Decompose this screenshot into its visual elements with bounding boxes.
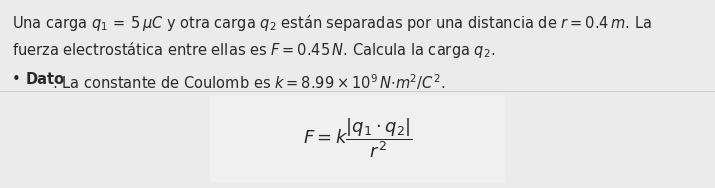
Text: fuerza electrostática entre ellas es $F = 0.45\,N$. Calcula la carga $q_2$.: fuerza electrostática entre ellas es $F … <box>12 40 495 60</box>
FancyBboxPatch shape <box>210 95 505 182</box>
Text: : La constante de Coulomb es $k = 8.99 \times 10^9\,N{\cdot}m^2/C^2$.: : La constante de Coulomb es $k = 8.99 \… <box>52 72 445 92</box>
Text: Dato: Dato <box>26 72 65 87</box>
Text: $F = k\dfrac{|q_1 \cdot q_2|}{r^2}$: $F = k\dfrac{|q_1 \cdot q_2|}{r^2}$ <box>302 116 413 160</box>
Text: Una carga $q_1\, =\, 5\,\mu C$ y otra carga $q_2$ están separadas por una distan: Una carga $q_1\, =\, 5\,\mu C$ y otra ca… <box>12 13 652 33</box>
Text: •: • <box>12 72 30 87</box>
